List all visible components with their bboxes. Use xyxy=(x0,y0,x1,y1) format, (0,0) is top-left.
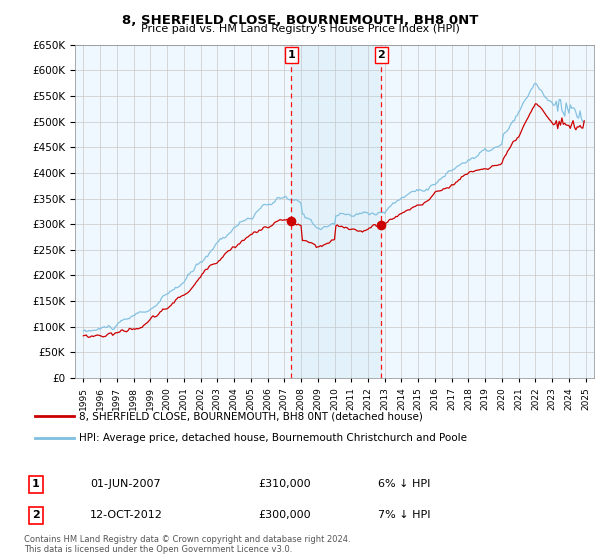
Text: 2: 2 xyxy=(32,510,40,520)
Text: 12-OCT-2012: 12-OCT-2012 xyxy=(90,510,163,520)
Text: 7% ↓ HPI: 7% ↓ HPI xyxy=(378,510,431,520)
Text: £300,000: £300,000 xyxy=(258,510,311,520)
Text: 8, SHERFIELD CLOSE, BOURNEMOUTH, BH8 0NT (detached house): 8, SHERFIELD CLOSE, BOURNEMOUTH, BH8 0NT… xyxy=(79,411,423,421)
Text: 8, SHERFIELD CLOSE, BOURNEMOUTH, BH8 0NT: 8, SHERFIELD CLOSE, BOURNEMOUTH, BH8 0NT xyxy=(122,14,478,27)
Text: 6% ↓ HPI: 6% ↓ HPI xyxy=(378,479,430,489)
Bar xyxy=(292,45,381,378)
Text: £310,000: £310,000 xyxy=(258,479,311,489)
Text: 01-JUN-2007: 01-JUN-2007 xyxy=(90,479,161,489)
Text: Price paid vs. HM Land Registry's House Price Index (HPI): Price paid vs. HM Land Registry's House … xyxy=(140,24,460,34)
Text: HPI: Average price, detached house, Bournemouth Christchurch and Poole: HPI: Average price, detached house, Bour… xyxy=(79,433,467,443)
Text: Contains HM Land Registry data © Crown copyright and database right 2024.
This d: Contains HM Land Registry data © Crown c… xyxy=(24,535,350,554)
Text: 1: 1 xyxy=(287,50,295,60)
Text: 1: 1 xyxy=(32,479,40,489)
Text: 2: 2 xyxy=(377,50,385,60)
